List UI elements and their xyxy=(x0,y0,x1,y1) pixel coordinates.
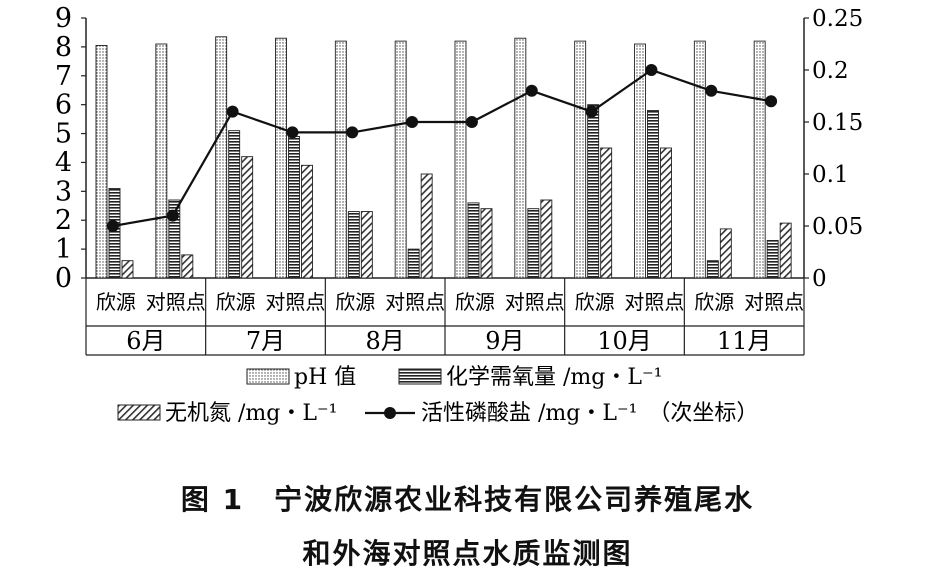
right-tick-label: 0.05 xyxy=(812,214,863,240)
bar-diag xyxy=(779,222,792,279)
x-category-label: 欣源 xyxy=(455,290,495,314)
bar-diag xyxy=(719,228,732,279)
left-tick-label: 9 xyxy=(55,3,72,34)
legend-swatch-nitrogen xyxy=(117,404,161,421)
right-tick-label: 0.25 xyxy=(812,6,863,32)
x-category-label: 对照点 xyxy=(505,290,565,314)
x-group-label: 8月 xyxy=(366,327,405,355)
right-tick-label: 0.2 xyxy=(812,58,849,84)
x-category-label: 欣源 xyxy=(96,290,136,314)
bars xyxy=(95,36,792,279)
bar-hlines xyxy=(288,135,300,279)
bar-hlines xyxy=(706,260,719,279)
phosphate-point xyxy=(645,64,658,76)
legend-label-ph: pH 值 xyxy=(294,365,356,390)
left-tick-label: 3 xyxy=(55,176,72,207)
left-tick-label: 2 xyxy=(55,205,72,236)
phosphate-point xyxy=(406,116,419,128)
x-category-label: 欣源 xyxy=(694,290,734,314)
left-tick-label: 0 xyxy=(55,263,72,294)
bar-diag xyxy=(600,147,613,279)
legend: pH 值 化学需氧量 /mg・L⁻¹ 无机氮 /mg・L⁻¹ 活性磷酸盐 /mg・L⁻… xyxy=(117,365,758,426)
bar-dots xyxy=(95,44,108,279)
x-category-label: 对照点 xyxy=(385,290,445,314)
bar-diag xyxy=(241,156,254,279)
left-tick-label: 1 xyxy=(55,234,72,265)
bar-dots xyxy=(394,40,407,279)
right-tick-label: 0.15 xyxy=(812,110,863,136)
right-tick-label: 0 xyxy=(812,266,827,292)
phosphate-point xyxy=(705,84,718,97)
legend-marker-phosphate xyxy=(384,407,396,419)
bar-hlines xyxy=(407,248,420,279)
bar-diag xyxy=(121,260,134,279)
bar-hlines xyxy=(766,239,779,279)
bar-dots xyxy=(574,40,587,279)
x-group-label: 7月 xyxy=(246,327,285,355)
x-group-label: 11月 xyxy=(717,327,772,355)
bar-hlines xyxy=(108,187,121,279)
phosphate-line xyxy=(106,64,778,232)
left-tick-label: 6 xyxy=(55,90,72,121)
x-group-label: 9月 xyxy=(485,327,524,355)
phosphate-point xyxy=(226,105,239,118)
right-tick-label: 0.1 xyxy=(812,162,849,188)
x-category-label: 欣源 xyxy=(216,290,256,314)
phosphate-point xyxy=(346,126,359,139)
phosphate-point xyxy=(286,126,299,139)
left-tick-label: 4 xyxy=(55,147,72,178)
x-category-label: 对照点 xyxy=(744,290,804,314)
bar-hlines xyxy=(527,208,540,279)
phosphate-line-path xyxy=(112,68,772,228)
bar-dots xyxy=(334,40,347,279)
legend-label-phosphate: 活性磷酸盐 /mg・L⁻¹ （次坐标） xyxy=(421,401,758,426)
bar-diag xyxy=(660,147,672,279)
x-category-label: 对照点 xyxy=(146,290,206,314)
bar-dots xyxy=(634,43,646,279)
bar-hlines xyxy=(647,109,659,279)
x-category-label: 对照点 xyxy=(265,290,325,314)
phosphate-point xyxy=(166,209,179,222)
legend-swatch-cod xyxy=(398,368,442,385)
bar-diag xyxy=(540,199,553,279)
figure-caption-line2: 和外海对照点水质监测图 xyxy=(302,537,633,570)
x-category-label: 欣源 xyxy=(575,290,615,314)
bar-hlines xyxy=(347,211,360,279)
legend-label-nitrogen: 无机氮 /mg・L⁻¹ xyxy=(165,401,337,426)
bar-dots xyxy=(514,37,527,279)
bar-hlines xyxy=(587,104,600,279)
x-category-label: 欣源 xyxy=(335,290,375,314)
bar-diag xyxy=(360,211,373,279)
bar-hlines xyxy=(467,202,480,279)
phosphate-point xyxy=(585,105,598,118)
legend-label-cod: 化学需氧量 /mg・L⁻¹ xyxy=(446,365,662,390)
bar-diag xyxy=(301,164,313,279)
bar-hlines xyxy=(168,199,181,279)
bar-dots xyxy=(454,40,467,279)
phosphate-point xyxy=(525,84,538,97)
bar-diag xyxy=(420,173,433,279)
bar-dots xyxy=(155,43,168,279)
left-tick-label: 8 xyxy=(55,32,72,63)
legend-swatch-ph xyxy=(246,368,290,385)
bar-dots xyxy=(753,40,766,279)
left-tick-label: 5 xyxy=(55,119,72,150)
bar-hlines xyxy=(228,130,241,279)
left-tick-label: 7 xyxy=(55,61,72,92)
phosphate-point xyxy=(765,95,778,108)
phosphate-point xyxy=(465,116,478,128)
bar-dots xyxy=(215,36,228,279)
x-group-label: 10月 xyxy=(597,327,652,355)
phosphate-point xyxy=(106,220,119,232)
x-group-label: 6月 xyxy=(126,327,165,355)
x-category-label: 对照点 xyxy=(624,290,684,314)
bar-diag xyxy=(480,208,493,279)
bar-dots xyxy=(275,37,287,279)
figure-caption-line1: 图 1 宁波欣源农业科技有限公司养殖尾水 xyxy=(180,483,755,516)
bar-dots xyxy=(693,40,706,279)
bar-diag xyxy=(181,254,194,279)
